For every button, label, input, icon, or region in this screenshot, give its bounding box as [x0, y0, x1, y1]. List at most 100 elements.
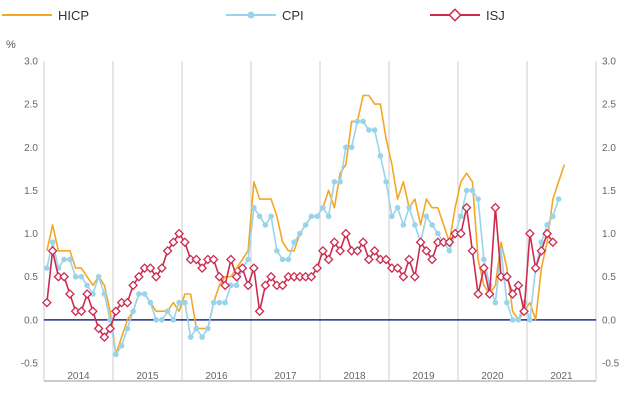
data-point-cpi [337, 179, 343, 185]
data-point-isj [381, 254, 392, 265]
data-point-cpi [377, 153, 384, 159]
x-tick-label: 2020 [481, 371, 504, 382]
data-point-isj [99, 332, 110, 342]
data-point-cpi [343, 144, 349, 151]
data-point-cpi [475, 196, 481, 202]
data-point-cpi [216, 299, 223, 306]
data-point-isj [427, 254, 438, 265]
data-point-cpi [72, 273, 79, 280]
data-point-isj [473, 289, 484, 299]
data-point-isj [369, 245, 380, 256]
data-point-cpi [314, 213, 320, 220]
legend-label-isj: ISJ [486, 7, 505, 23]
legend-swatch-isj [430, 8, 480, 22]
data-point-cpi [136, 291, 142, 297]
data-point-cpi [107, 317, 113, 323]
data-point-isj [174, 228, 185, 239]
data-point-cpi [130, 308, 136, 315]
data-point-cpi [84, 282, 90, 289]
data-point-isj [151, 271, 162, 282]
data-point-isj [329, 237, 340, 248]
data-point-isj [271, 280, 282, 291]
data-point-isj [358, 237, 369, 248]
data-point-isj [162, 245, 173, 256]
data-point-isj [536, 245, 547, 256]
y-tick-label-left: 3.0 [24, 57, 38, 68]
data-point-isj [450, 228, 461, 239]
data-point-cpi [492, 299, 499, 306]
data-point-isj [289, 271, 300, 282]
data-point-isj [346, 245, 357, 256]
data-point-cpi [170, 317, 177, 323]
data-point-cpi [256, 213, 263, 220]
x-tick-label: 2015 [136, 371, 159, 382]
data-point-isj [116, 297, 127, 308]
data-point-cpi [291, 239, 297, 245]
legend-item-isj[interactable]: ISJ [430, 6, 505, 24]
y-tick-label-right: 1.5 [602, 186, 616, 197]
data-point-cpi [555, 196, 562, 202]
data-point-isj [404, 254, 415, 265]
data-point-cpi [509, 317, 516, 323]
data-point-cpi [187, 334, 194, 340]
data-point-cpi [297, 230, 303, 237]
data-point-cpi [118, 342, 125, 349]
data-point-isj [220, 280, 231, 291]
data-point-isj [513, 280, 524, 291]
data-point-isj [237, 263, 248, 273]
data-point-isj [455, 228, 466, 239]
data-point-cpi [95, 273, 102, 280]
data-point-isj [530, 263, 541, 273]
data-point-cpi [429, 222, 435, 228]
data-point-cpi [538, 239, 545, 245]
data-point-isj [64, 289, 75, 299]
y-tick-label-left: 2.0 [24, 143, 38, 154]
data-point-cpi [285, 256, 292, 263]
data-point-cpi [159, 317, 165, 323]
y-tick-label-left: 0.0 [24, 315, 38, 326]
data-point-cpi [302, 222, 309, 228]
y-tick-label-right: 2.0 [602, 143, 616, 154]
data-point-cpi [504, 299, 510, 306]
data-point-cpi [222, 299, 228, 306]
data-point-cpi [515, 317, 522, 323]
data-point-isj [317, 245, 328, 256]
data-point-isj [312, 263, 323, 273]
data-point-isj [145, 263, 156, 273]
data-point-cpi [423, 213, 430, 220]
data-point-isj [363, 254, 374, 265]
x-tick-label: 2017 [274, 371, 297, 382]
data-point-isj [122, 297, 133, 308]
data-point-isj [415, 237, 426, 248]
data-point-cpi [435, 230, 441, 237]
data-point-isj [438, 237, 449, 248]
data-point-cpi [147, 299, 154, 306]
data-point-isj [156, 263, 167, 273]
legend-item-cpi[interactable]: CPI [226, 6, 304, 24]
data-point-cpi [400, 222, 407, 228]
y-tick-label-right: 3.0 [602, 57, 616, 68]
data-point-isj [375, 254, 386, 265]
legend: HICP CPI ISJ [0, 0, 636, 30]
data-point-isj [191, 254, 202, 265]
y-tick-label-left: 1.5 [24, 186, 38, 197]
y-tick-label-left: 0.5 [24, 272, 38, 283]
data-point-isj [300, 271, 311, 282]
data-point-isj [444, 237, 455, 248]
data-point-cpi [394, 204, 401, 211]
data-point-isj [168, 237, 179, 248]
data-point-isj [47, 245, 58, 256]
data-point-isj [386, 263, 397, 273]
legend-label-hicp: HICP [58, 7, 90, 23]
data-point-cpi [371, 127, 378, 133]
data-point-isj [519, 306, 530, 317]
legend-item-hicp[interactable]: HICP [2, 6, 89, 24]
data-point-cpi [268, 213, 274, 220]
data-point-cpi [446, 248, 453, 254]
x-tick-label: 2021 [550, 371, 573, 382]
data-point-isj [266, 271, 277, 282]
data-point-cpi [228, 282, 234, 289]
data-point-isj [208, 254, 219, 265]
y-tick-label-left: -0.5 [21, 359, 39, 370]
data-point-isj [421, 245, 432, 256]
